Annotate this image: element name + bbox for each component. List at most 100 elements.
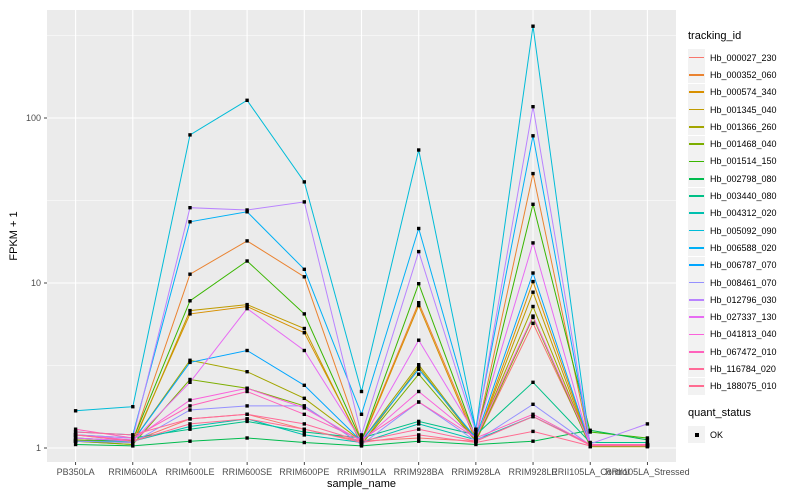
data-point (73, 427, 78, 431)
legend-key (688, 343, 705, 361)
data-points (73, 24, 650, 449)
data-point (188, 380, 192, 384)
data-point (188, 206, 192, 210)
x-tick-label: RRIM928LA (451, 467, 500, 477)
legend-item: Hb_001468_040 (688, 135, 798, 153)
data-point (131, 436, 135, 440)
legend-label: Hb_001468_040 (710, 139, 777, 150)
data-point (188, 299, 192, 303)
x-tick-label: RRIM600SE (222, 467, 272, 477)
data-point (188, 312, 192, 316)
legend-label: Hb_004312_020 (710, 208, 777, 219)
data-point (188, 422, 192, 426)
legend-item: Hb_188075_010 (688, 377, 798, 395)
legend-key (688, 360, 705, 378)
x-tick-label: RRII105LA_Control (551, 467, 629, 477)
line-swatch-icon (689, 264, 704, 267)
line-swatch-icon (689, 281, 704, 284)
legend-key (688, 83, 705, 101)
line-swatch-icon (689, 143, 704, 145)
data-point (73, 433, 78, 437)
data-point (531, 414, 535, 419)
legend-key (688, 256, 705, 274)
legend-key (688, 377, 705, 395)
legend-label: Hb_041813_040 (710, 329, 777, 340)
data-point (302, 433, 306, 437)
data-point (645, 444, 650, 448)
data-point (645, 422, 650, 426)
data-point (302, 430, 306, 434)
data-point (245, 306, 249, 311)
quant-ok-key (688, 426, 705, 444)
data-point (417, 226, 421, 231)
data-point (588, 444, 592, 448)
x-tick-label: RRIM600LA (108, 467, 157, 477)
data-point (531, 429, 535, 434)
legend-label: Hb_002798_080 (710, 173, 777, 184)
y-axis-title: FPKM + 1 (8, 211, 20, 261)
legend-item-list: Hb_000027_230 Hb_000352_060 Hb_000574_340 H… (688, 49, 798, 395)
legend-key (688, 49, 705, 67)
data-point (131, 405, 135, 409)
data-point (417, 338, 421, 342)
line-swatch-icon (689, 247, 704, 249)
data-point (245, 210, 249, 214)
legend-item: Hb_003440_080 (688, 187, 798, 205)
data-point (131, 444, 135, 448)
data-point (188, 424, 192, 429)
data-point (302, 326, 306, 331)
data-point (245, 436, 249, 440)
legend-key (688, 170, 705, 188)
legend-item: Hb_002798_080 (688, 170, 798, 188)
legend-label: Hb_005092_090 (710, 225, 777, 236)
legend-item: Hb_001366_260 (688, 118, 798, 136)
legend-label: Hb_116784_020 (710, 363, 776, 374)
x-tick-label: RRIM600LE (165, 467, 214, 477)
data-point (245, 239, 249, 243)
data-point (645, 438, 650, 442)
data-point (417, 363, 421, 367)
data-point (302, 440, 306, 445)
data-point (302, 275, 306, 279)
data-point (188, 377, 192, 382)
data-point (531, 314, 535, 318)
line-swatch-icon (689, 74, 704, 76)
y-tick-label: 100 (26, 113, 41, 123)
legend-key (688, 135, 705, 153)
legend-label: Hb_027337_130 (710, 312, 777, 323)
legend-label: Hb_067472_010 (710, 346, 777, 357)
data-point (359, 442, 364, 447)
legend-label: Hb_001366_260 (710, 121, 777, 132)
data-point (245, 208, 249, 212)
data-point (531, 439, 535, 443)
legend-key (688, 101, 705, 119)
line-swatch-icon (689, 56, 704, 59)
legend-key (688, 152, 705, 170)
line-swatch-icon (689, 195, 704, 197)
line-swatch-icon (689, 91, 704, 94)
legend-key (688, 274, 705, 291)
legend-label: Hb_008461_070 (710, 277, 777, 288)
legend-item: Hb_005092_090 (688, 222, 798, 240)
data-point (417, 389, 421, 394)
data-point (417, 422, 421, 426)
line-swatch-icon (689, 333, 704, 336)
data-point (302, 404, 306, 408)
data-point (417, 433, 421, 437)
data-point (188, 360, 192, 365)
data-point (417, 439, 421, 443)
data-point (302, 312, 306, 316)
legend-label: OK (710, 429, 724, 440)
line-swatch-icon (689, 160, 704, 163)
data-point (531, 241, 535, 245)
legend-item: Hb_000352_060 (688, 66, 798, 84)
data-point (417, 303, 421, 308)
legend-item: Hb_001345_040 (688, 101, 798, 119)
legend-title-quant-status: quant_status (688, 406, 751, 419)
data-point (302, 331, 306, 335)
y-tick-label: 10 (31, 278, 41, 288)
data-point (302, 412, 306, 416)
legend-key (688, 239, 705, 257)
data-point (188, 417, 192, 421)
data-point (245, 98, 249, 102)
